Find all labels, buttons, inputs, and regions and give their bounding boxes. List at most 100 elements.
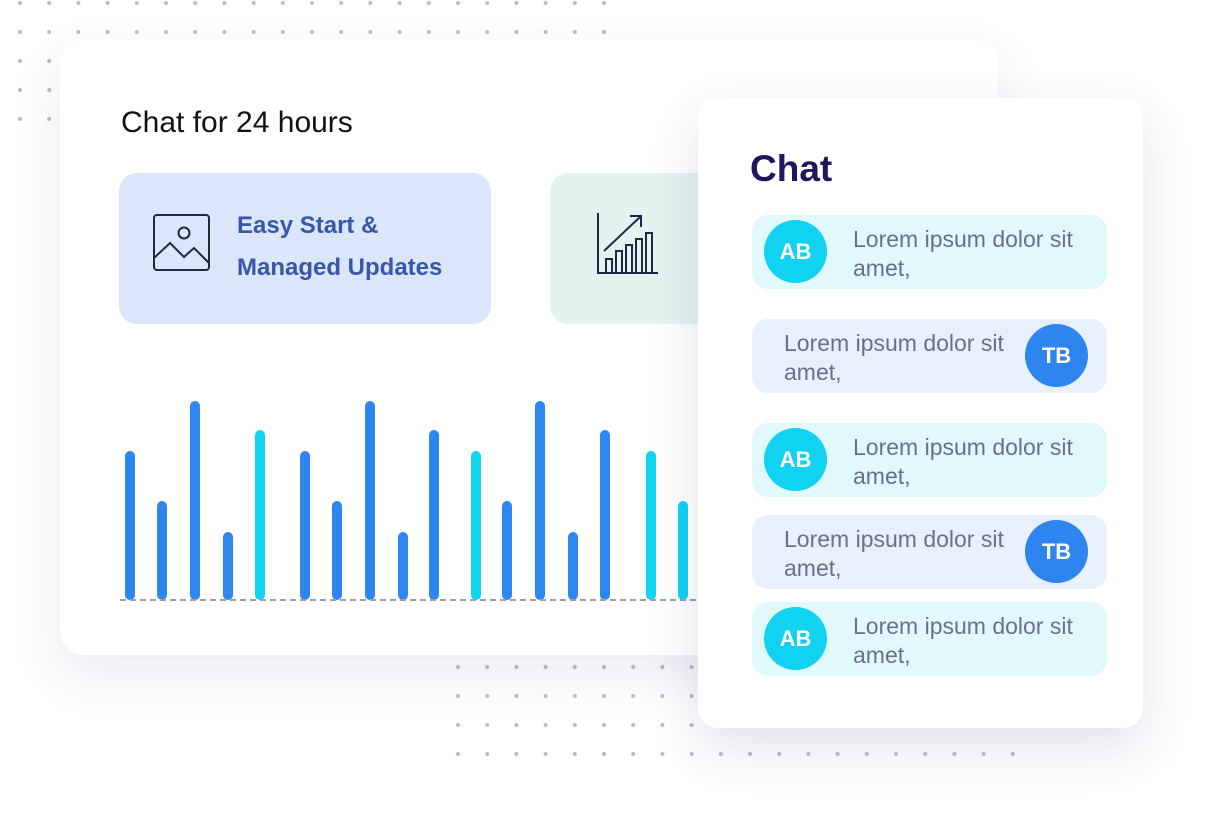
dot [164, 30, 168, 34]
dot [777, 752, 782, 756]
dot [222, 30, 227, 34]
dot [18, 30, 22, 34]
bar [429, 430, 439, 600]
dot [426, 1, 431, 5]
dot [193, 1, 198, 5]
dot [543, 723, 548, 727]
dot [572, 752, 577, 756]
message-bubble: TB Lorem ipsum dolor sit amet, [752, 515, 1107, 589]
dot [368, 30, 373, 34]
dot [105, 1, 110, 5]
message-text: Lorem ipsum dolor sit amet, [853, 226, 1073, 281]
bar [471, 451, 481, 600]
dot [426, 30, 431, 34]
dot [572, 694, 577, 698]
dot [134, 30, 139, 34]
dot [602, 694, 606, 698]
dot [310, 1, 314, 5]
message-text: Lorem ipsum dolor sit amet, [784, 330, 1004, 385]
bar [223, 532, 233, 600]
dot [894, 752, 898, 756]
dot [689, 694, 694, 698]
dot [280, 30, 285, 34]
dot [952, 752, 957, 756]
dot [835, 752, 840, 756]
dot [368, 1, 373, 5]
dot [602, 752, 606, 756]
dot [164, 1, 168, 5]
dot [543, 694, 548, 698]
dot [543, 30, 548, 34]
dot [806, 752, 811, 756]
dot [18, 88, 22, 92]
dot [456, 30, 460, 34]
dot [47, 1, 52, 5]
bar [300, 451, 310, 600]
dot [251, 30, 256, 34]
dot [572, 1, 577, 5]
feature-card [119, 173, 491, 324]
dot [485, 665, 490, 669]
dot [514, 694, 519, 698]
dot [485, 1, 490, 5]
card-title: Chat for 24 hours [121, 106, 353, 139]
dot [689, 665, 694, 669]
dot [748, 752, 752, 756]
dot [456, 665, 460, 669]
dot [543, 665, 548, 669]
message-bubble: AB Lorem ipsum dolor sit amet, [752, 423, 1107, 497]
dot [193, 30, 198, 34]
dot [631, 665, 636, 669]
avatar: TB [1025, 324, 1088, 387]
dot [981, 752, 986, 756]
dot [572, 30, 577, 34]
chat-title: Chat [750, 148, 833, 189]
dot [456, 723, 460, 727]
dot [485, 752, 490, 756]
message-bubble: AB Lorem ipsum dolor sit amet, [752, 215, 1107, 289]
dot [310, 30, 314, 34]
avatar: AB [764, 428, 827, 491]
dot [631, 723, 636, 727]
bar [646, 451, 656, 600]
image-icon [153, 214, 210, 271]
bar [600, 430, 610, 600]
dot [514, 752, 519, 756]
bar [365, 401, 375, 600]
bar [502, 501, 512, 600]
dot [397, 1, 402, 5]
bar [190, 401, 200, 600]
bar [157, 501, 167, 600]
dot [76, 30, 81, 34]
bar [568, 532, 578, 600]
bar [255, 430, 265, 600]
bar [332, 501, 342, 600]
dot [689, 723, 694, 727]
growth-icon [597, 213, 658, 274]
dot [18, 1, 22, 5]
dot [47, 59, 52, 63]
dot [602, 30, 606, 34]
dot [105, 30, 110, 34]
dot [47, 88, 52, 92]
dot [543, 1, 548, 5]
message-text: Lorem ipsum dolor sit amet, [853, 434, 1073, 489]
dot [456, 694, 460, 698]
message-text: Lorem ipsum dolor sit amet, [784, 526, 1004, 581]
bar [535, 401, 545, 600]
dot [602, 1, 606, 5]
dot [18, 117, 22, 121]
avatar: AB [764, 607, 827, 670]
dot [864, 752, 869, 756]
dot [397, 30, 402, 34]
dot [631, 752, 636, 756]
dot [602, 665, 606, 669]
dot [718, 752, 723, 756]
message-text: Lorem ipsum dolor sit amet, [853, 613, 1073, 668]
dot [514, 30, 519, 34]
dot [689, 752, 694, 756]
dot [514, 1, 519, 5]
dot [456, 1, 460, 5]
